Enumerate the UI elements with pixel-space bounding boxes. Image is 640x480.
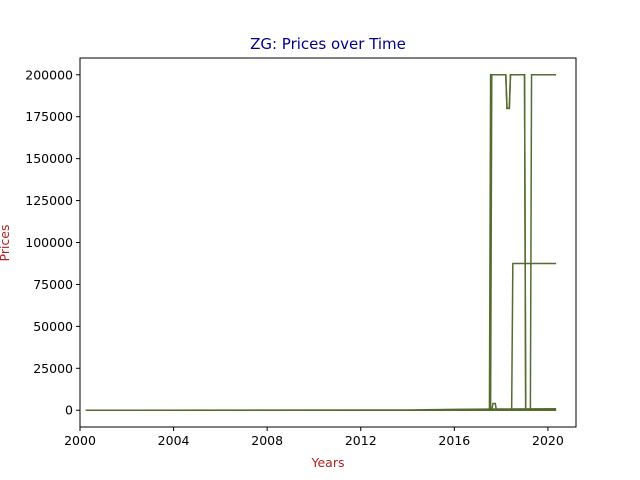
y-tick-label: 150000 xyxy=(25,151,73,166)
y-tick-label: 175000 xyxy=(25,109,73,124)
y-tick-label: 75000 xyxy=(33,277,73,292)
x-tick-label: 2020 xyxy=(532,433,564,448)
series-line-5 xyxy=(85,407,557,411)
x-tick-label: 2008 xyxy=(251,433,283,448)
x-tick-label: 2012 xyxy=(345,433,377,448)
x-tick-label: 2016 xyxy=(438,433,470,448)
series-layer xyxy=(85,74,557,411)
y-axis-ticks: 0 25000 50000 75000 100000 125000 150000 175000… xyxy=(25,67,80,418)
y-tick-label: 0 xyxy=(65,403,73,418)
chart-title: ZG: Prices over Time xyxy=(250,35,406,53)
y-tick-label: 25000 xyxy=(33,361,73,376)
x-tick-label: 2004 xyxy=(158,433,190,448)
y-tick-label: 50000 xyxy=(33,319,73,334)
x-axis-ticks: 2000 2004 2008 2012 2016 2020 xyxy=(64,427,564,448)
x-axis-label: Years xyxy=(311,455,345,470)
plot-area xyxy=(79,57,577,428)
y-tick-label: 200000 xyxy=(25,67,73,82)
y-tick-label: 125000 xyxy=(25,193,73,208)
x-tick-label: 2000 xyxy=(64,433,96,448)
series-line-2 xyxy=(85,74,557,411)
y-axis-label: Prices xyxy=(0,224,12,261)
y-tick-label: 100000 xyxy=(25,235,73,250)
